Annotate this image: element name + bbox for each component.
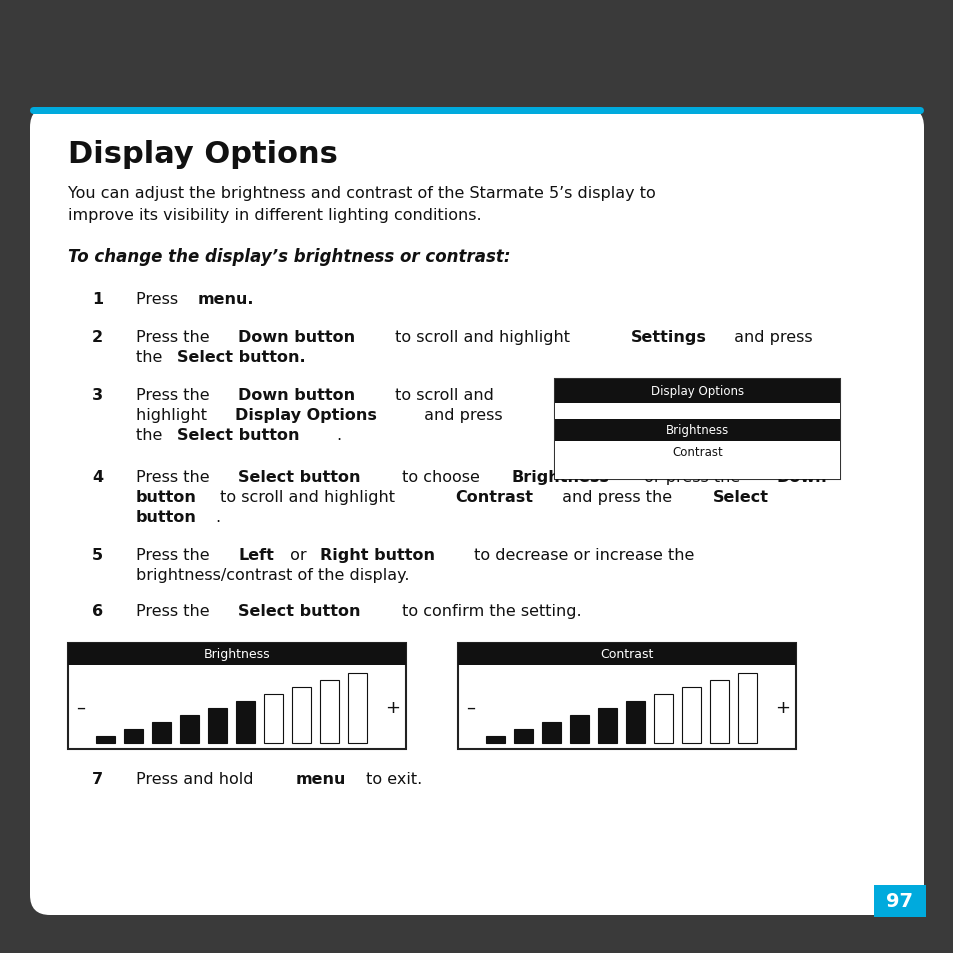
FancyBboxPatch shape	[30, 108, 923, 115]
Text: Press the: Press the	[136, 388, 214, 402]
Bar	[457, 643, 795, 665]
Text: Contrast: Contrast	[672, 446, 722, 459]
Text: Brightness: Brightness	[511, 470, 609, 484]
Text: .: .	[214, 510, 220, 524]
Text: to confirm the setting.: to confirm the setting.	[397, 603, 581, 618]
Bar	[555, 403, 840, 419]
Bar	[569, 716, 588, 743]
Text: –: –	[76, 699, 86, 717]
Text: and press: and press	[418, 408, 502, 422]
Text: 5: 5	[91, 547, 103, 562]
Bar	[235, 701, 254, 743]
Bar	[208, 708, 227, 743]
Text: 3: 3	[91, 388, 103, 402]
Text: the: the	[136, 350, 168, 365]
Text: Press and hold: Press and hold	[136, 771, 258, 786]
Text: Select button.: Select button.	[176, 350, 305, 365]
Text: –: –	[466, 699, 475, 717]
Bar	[68, 643, 406, 749]
Bar	[709, 680, 728, 743]
Text: Press the: Press the	[136, 547, 214, 562]
Text: Contrast: Contrast	[599, 648, 653, 660]
Text: menu: menu	[294, 771, 345, 786]
Text: +: +	[385, 699, 400, 717]
Bar	[625, 701, 644, 743]
Text: Select button: Select button	[176, 428, 299, 442]
Text: to choose: to choose	[397, 470, 485, 484]
Text: Press the: Press the	[136, 470, 214, 484]
Text: menu.: menu.	[197, 292, 253, 307]
Bar	[555, 379, 840, 479]
Text: Left: Left	[238, 547, 274, 562]
Text: Press: Press	[136, 292, 183, 307]
Bar	[598, 708, 616, 743]
Text: Brightness: Brightness	[665, 424, 728, 437]
Text: to exit.: to exit.	[360, 771, 421, 786]
Bar	[738, 673, 756, 743]
Text: 1: 1	[91, 292, 103, 307]
Text: highlight: highlight	[136, 408, 212, 422]
Text: 4: 4	[91, 470, 103, 484]
Text: Press the: Press the	[136, 603, 214, 618]
Bar	[485, 737, 504, 743]
Text: the: the	[136, 428, 168, 442]
Text: button: button	[136, 510, 196, 524]
Text: Display Options: Display Options	[234, 408, 376, 422]
Bar	[264, 695, 282, 743]
Text: to scroll and highlight: to scroll and highlight	[390, 330, 575, 345]
Bar	[555, 441, 840, 463]
Text: Down: Down	[776, 470, 826, 484]
Bar	[292, 687, 311, 743]
Text: To change the display’s brightness or contrast:: To change the display’s brightness or co…	[68, 248, 510, 266]
Bar	[96, 737, 114, 743]
Bar	[180, 716, 198, 743]
Text: to decrease or increase the: to decrease or increase the	[469, 547, 694, 562]
Text: Select: Select	[712, 490, 768, 504]
Text: .: .	[335, 428, 341, 442]
Text: to scroll and highlight: to scroll and highlight	[214, 490, 399, 504]
Text: or: or	[285, 547, 312, 562]
Text: Down button: Down button	[238, 388, 355, 402]
Text: 6: 6	[91, 603, 103, 618]
Bar	[654, 695, 672, 743]
Text: Right button: Right button	[319, 547, 435, 562]
Text: Select button: Select button	[238, 470, 360, 484]
Text: and press the: and press the	[557, 490, 677, 504]
Bar	[68, 643, 406, 665]
Text: and press: and press	[729, 330, 812, 345]
Text: Contrast: Contrast	[455, 490, 533, 504]
Bar	[555, 379, 840, 403]
Text: You can adjust the brightness and contrast of the Starmate 5’s display to
improv: You can adjust the brightness and contra…	[68, 186, 655, 222]
Text: Press the: Press the	[136, 330, 214, 345]
Text: Display Options: Display Options	[68, 140, 337, 169]
Text: Down button: Down button	[238, 330, 355, 345]
Bar	[457, 643, 795, 749]
Bar	[555, 463, 840, 479]
Text: to scroll and: to scroll and	[390, 388, 494, 402]
Text: 97: 97	[885, 892, 913, 910]
Text: or press the: or press the	[639, 470, 744, 484]
Text: Brightness: Brightness	[204, 648, 270, 660]
Text: Display Options: Display Options	[650, 385, 743, 398]
Bar	[681, 687, 700, 743]
FancyBboxPatch shape	[30, 108, 923, 915]
Bar	[514, 729, 532, 743]
Text: 7: 7	[91, 771, 103, 786]
Text: button: button	[136, 490, 196, 504]
Text: +: +	[775, 699, 790, 717]
Bar	[541, 722, 560, 743]
Text: Settings: Settings	[630, 330, 706, 345]
Text: Select button: Select button	[238, 603, 360, 618]
Bar	[152, 722, 171, 743]
Text: brightness/contrast of the display.: brightness/contrast of the display.	[136, 567, 409, 582]
Bar	[873, 885, 925, 917]
Bar	[124, 729, 143, 743]
Text: 2: 2	[91, 330, 103, 345]
Bar	[555, 419, 840, 441]
Bar	[319, 680, 338, 743]
Bar	[348, 673, 366, 743]
